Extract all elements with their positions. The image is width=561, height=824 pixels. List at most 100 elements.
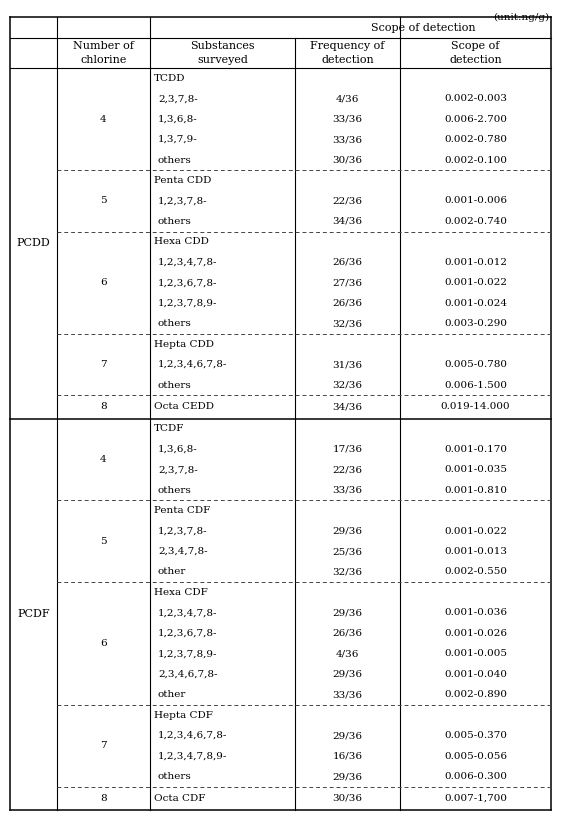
Text: 2,3,4,6,7,8-: 2,3,4,6,7,8-	[158, 670, 218, 679]
Text: 4: 4	[100, 115, 107, 124]
Text: 29/36: 29/36	[333, 527, 362, 536]
Text: 2,3,7,8-: 2,3,7,8-	[158, 466, 197, 474]
Text: Octa CEDD: Octa CEDD	[154, 402, 214, 411]
Text: 8: 8	[100, 402, 107, 411]
Text: 29/36: 29/36	[333, 731, 362, 740]
Text: 0.019-14.000: 0.019-14.000	[441, 402, 511, 411]
Text: 1,2,3,6,7,8-: 1,2,3,6,7,8-	[158, 279, 218, 288]
Text: 32/36: 32/36	[333, 381, 362, 390]
Text: Number of
chlorine: Number of chlorine	[73, 41, 134, 65]
Text: 0.001-0.013: 0.001-0.013	[444, 547, 507, 556]
Text: 0.005-0.780: 0.005-0.780	[444, 360, 507, 369]
Text: 33/36: 33/36	[333, 115, 362, 124]
Text: 1,2,3,4,7,8,9-: 1,2,3,4,7,8,9-	[158, 751, 227, 761]
Text: 2,3,4,7,8-: 2,3,4,7,8-	[158, 547, 208, 556]
Text: 32/36: 32/36	[333, 319, 362, 328]
Text: Hexa CDD: Hexa CDD	[154, 237, 209, 246]
Text: 34/36: 34/36	[333, 217, 362, 226]
Text: Substances
surveyed: Substances surveyed	[190, 41, 255, 65]
Text: 0.002-0.100: 0.002-0.100	[444, 156, 507, 165]
Text: other: other	[158, 568, 186, 577]
Text: (unit:ng/g): (unit:ng/g)	[493, 13, 549, 22]
Text: 1,2,3,7,8,9-: 1,2,3,7,8,9-	[158, 649, 218, 658]
Text: 17/36: 17/36	[333, 445, 362, 454]
Text: 4: 4	[100, 455, 107, 464]
Text: 0.003-0.290: 0.003-0.290	[444, 319, 507, 328]
Text: Penta CDD: Penta CDD	[154, 176, 211, 185]
Text: 1,2,3,7,8,9-: 1,2,3,7,8,9-	[158, 299, 218, 308]
Text: other: other	[158, 691, 186, 700]
Text: 0.001-0.170: 0.001-0.170	[444, 445, 507, 454]
Text: 29/36: 29/36	[333, 772, 362, 781]
Text: others: others	[158, 217, 192, 226]
Text: others: others	[158, 772, 192, 781]
Text: 25/36: 25/36	[333, 547, 362, 556]
Text: 2,3,7,8-: 2,3,7,8-	[158, 94, 197, 103]
Text: 34/36: 34/36	[333, 402, 362, 411]
Text: 0.002-0.550: 0.002-0.550	[444, 568, 507, 577]
Text: 0.002-0.740: 0.002-0.740	[444, 217, 507, 226]
Text: 32/36: 32/36	[333, 568, 362, 577]
Text: 7: 7	[100, 360, 107, 369]
Text: 33/36: 33/36	[333, 135, 362, 144]
Text: 22/36: 22/36	[333, 466, 362, 474]
Text: PCDF: PCDF	[17, 609, 50, 620]
Text: 5: 5	[100, 536, 107, 545]
Text: 1,3,7,9-: 1,3,7,9-	[158, 135, 197, 144]
Text: 1,2,3,6,7,8-: 1,2,3,6,7,8-	[158, 629, 218, 638]
Text: others: others	[158, 381, 192, 390]
Text: 1,2,3,7,8-: 1,2,3,7,8-	[158, 527, 208, 536]
Text: 6: 6	[100, 639, 107, 648]
Text: Scope of
detection: Scope of detection	[449, 41, 502, 65]
Text: 33/36: 33/36	[333, 485, 362, 494]
Text: Octa CDF: Octa CDF	[154, 794, 205, 803]
Text: Frequency of
detection: Frequency of detection	[310, 41, 385, 65]
Text: TCDD: TCDD	[154, 73, 186, 82]
Text: 0.005-0.370: 0.005-0.370	[444, 731, 507, 740]
Text: 0.001-0.040: 0.001-0.040	[444, 670, 507, 679]
Text: 0.001-0.012: 0.001-0.012	[444, 258, 507, 267]
Text: 31/36: 31/36	[333, 360, 362, 369]
Text: 1,3,6,8-: 1,3,6,8-	[158, 115, 197, 124]
Text: Hepta CDF: Hepta CDF	[154, 711, 213, 719]
Text: PCDD: PCDD	[17, 238, 50, 248]
Text: 0.006-0.300: 0.006-0.300	[444, 772, 507, 781]
Text: 0.001-0.810: 0.001-0.810	[444, 485, 507, 494]
Text: 0.001-0.022: 0.001-0.022	[444, 279, 507, 288]
Text: 0.005-0.056: 0.005-0.056	[444, 751, 507, 761]
Text: 30/36: 30/36	[333, 156, 362, 165]
Text: 30/36: 30/36	[333, 794, 362, 803]
Text: TCDF: TCDF	[154, 424, 185, 433]
Text: 0.002-0.780: 0.002-0.780	[444, 135, 507, 144]
Text: 0.001-0.022: 0.001-0.022	[444, 527, 507, 536]
Text: others: others	[158, 156, 192, 165]
Text: 1,2,3,4,6,7,8-: 1,2,3,4,6,7,8-	[158, 360, 227, 369]
Text: Hexa CDF: Hexa CDF	[154, 588, 208, 597]
Text: 26/36: 26/36	[333, 629, 362, 638]
Text: 0.001-0.036: 0.001-0.036	[444, 608, 507, 617]
Text: 4/36: 4/36	[336, 649, 359, 658]
Text: 1,3,6,8-: 1,3,6,8-	[158, 445, 197, 454]
Text: Hepta CDD: Hepta CDD	[154, 339, 214, 349]
Text: 1,2,3,4,6,7,8-: 1,2,3,4,6,7,8-	[158, 731, 227, 740]
Text: 26/36: 26/36	[333, 258, 362, 267]
Text: 8: 8	[100, 794, 107, 803]
Text: 16/36: 16/36	[333, 751, 362, 761]
Text: 0.001-0.006: 0.001-0.006	[444, 196, 507, 205]
Text: others: others	[158, 485, 192, 494]
Text: 5: 5	[100, 196, 107, 205]
Text: others: others	[158, 319, 192, 328]
Text: 0.001-0.026: 0.001-0.026	[444, 629, 507, 638]
Text: 1,2,3,4,7,8-: 1,2,3,4,7,8-	[158, 258, 218, 267]
Text: 0.006-1.500: 0.006-1.500	[444, 381, 507, 390]
Text: 0.002-0.890: 0.002-0.890	[444, 691, 507, 700]
Text: 6: 6	[100, 279, 107, 288]
Text: 0.001-0.035: 0.001-0.035	[444, 466, 507, 474]
Text: 0.001-0.024: 0.001-0.024	[444, 299, 507, 308]
Text: 1,2,3,4,7,8-: 1,2,3,4,7,8-	[158, 608, 218, 617]
Text: 29/36: 29/36	[333, 608, 362, 617]
Text: 0.002-0.003: 0.002-0.003	[444, 94, 507, 103]
Text: 33/36: 33/36	[333, 691, 362, 700]
Text: 4/36: 4/36	[336, 94, 359, 103]
Text: Scope of detection: Scope of detection	[371, 22, 475, 32]
